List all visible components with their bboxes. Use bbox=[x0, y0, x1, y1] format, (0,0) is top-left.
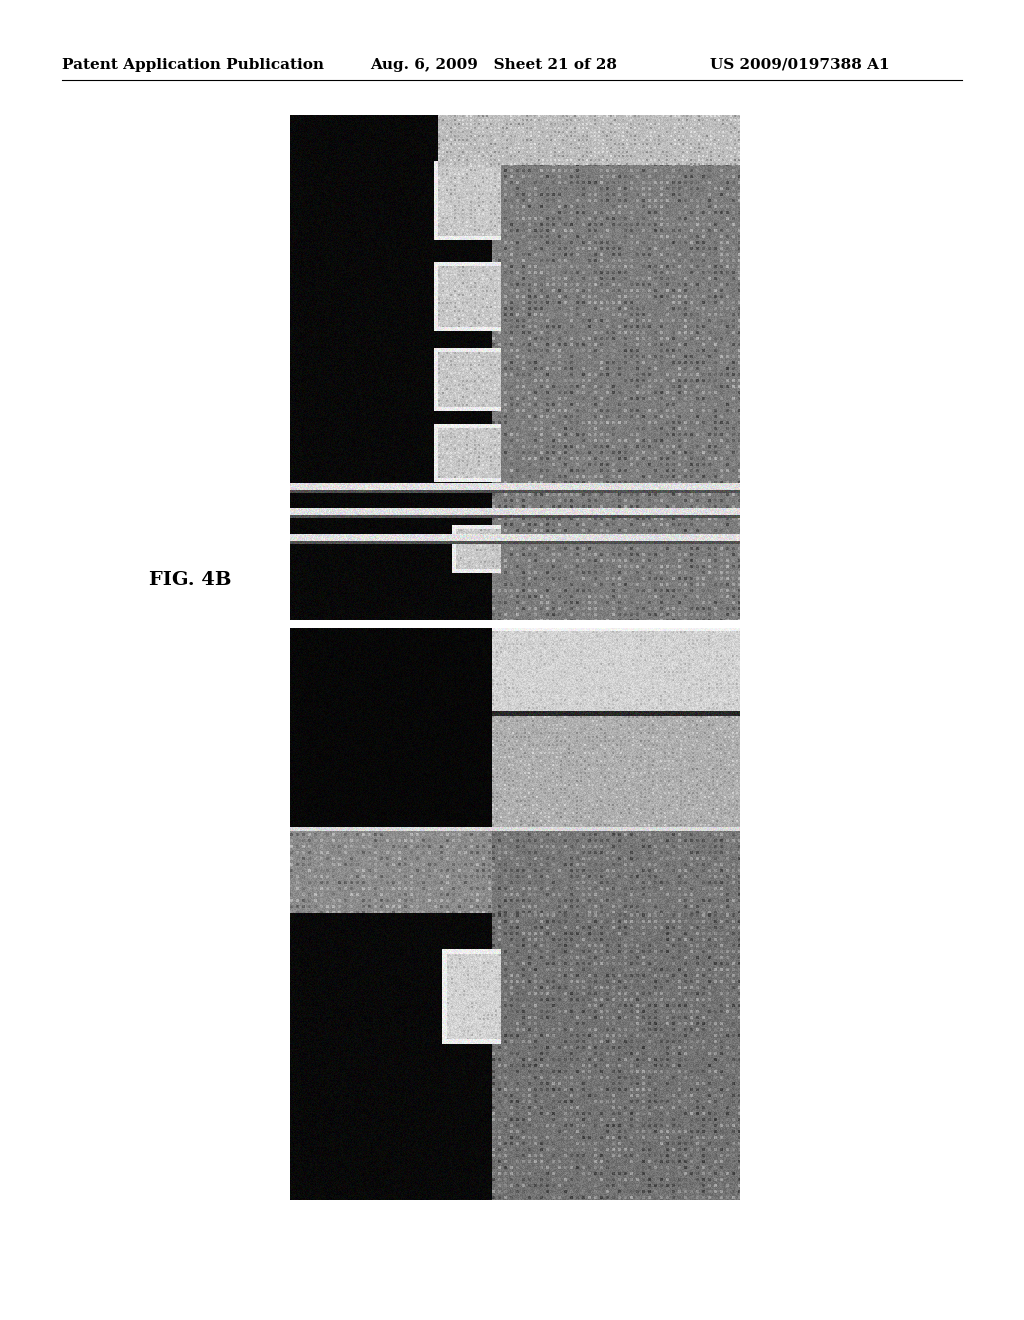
Text: Aug. 6, 2009   Sheet 21 of 28: Aug. 6, 2009 Sheet 21 of 28 bbox=[370, 58, 617, 73]
Text: Patent Application Publication: Patent Application Publication bbox=[62, 58, 324, 73]
Text: FIG. 4B: FIG. 4B bbox=[148, 572, 231, 589]
Text: US 2009/0197388 A1: US 2009/0197388 A1 bbox=[710, 58, 890, 73]
